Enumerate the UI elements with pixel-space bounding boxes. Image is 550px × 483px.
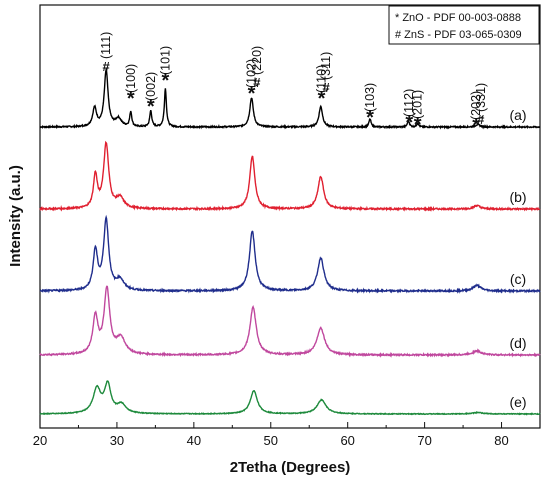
x-tick-label-60: 60 [340, 433, 354, 448]
series-label-a: (a) [509, 107, 526, 123]
zno-star-marker: * [318, 88, 326, 110]
legend-entry-zno: * ZnO - PDF 00-003-0888 [395, 12, 521, 24]
x-tick-label-30: 30 [110, 433, 124, 448]
x-axis-ticks: 20 30 40 50 60 70 80 [33, 422, 509, 448]
zns-hash-marker: # [253, 75, 261, 90]
zno-star-marker: * [366, 107, 374, 129]
series-label-b: (b) [509, 189, 526, 205]
zns-hash-marker: # [477, 112, 485, 127]
legend-box [388, 5, 540, 45]
miller-index-label: (220) [250, 46, 264, 75]
zns-hash-marker: # [103, 59, 111, 74]
x-tick-label-40: 40 [187, 433, 201, 448]
miller-index-label: (110) [315, 65, 329, 93]
miller-index-label: (103) [363, 83, 377, 112]
x-axis-title: 2Tetha (Degrees) [230, 459, 351, 476]
series-line-d [39, 285, 541, 358]
x-tick-label-20: 20 [33, 433, 47, 448]
miller-index-label: (112) [402, 89, 416, 117]
zno-star-marker: * [147, 96, 155, 118]
miller-index-label: (111) [99, 32, 113, 59]
series-curves: (a) (b) (c) (d) (e) [39, 67, 541, 416]
miller-index-label: (311) [319, 52, 333, 80]
legend: * ZnO - PDF 00-003-0888 # ZnS - PDF 03-0… [388, 5, 540, 45]
y-axis-title: Intensity (a.u.) [7, 165, 24, 267]
zno-star-marker: * [248, 83, 256, 105]
miller-index-label: (331) [474, 83, 488, 112]
series-label-c: (c) [510, 271, 526, 287]
zno-star-marker: * [472, 115, 480, 137]
miller-index-label: (002) [144, 72, 158, 101]
series-label-d: (d) [509, 335, 526, 351]
x-tick-label-80: 80 [494, 433, 508, 448]
peak-annotations: #(111)*(100)*(002) *(101)*(102)#(220)*(11… [99, 32, 488, 137]
miller-index-label: (100) [124, 64, 138, 93]
miller-index-label: (102) [245, 59, 259, 88]
series-line-b [39, 140, 541, 212]
miller-index-label: (101) [158, 46, 172, 75]
x-tick-label-50: 50 [264, 433, 278, 448]
series-line-a [39, 67, 541, 130]
miller-index-label: (202) [469, 91, 483, 120]
zno-star-marker: * [161, 70, 169, 92]
miller-index-label: (201) [411, 90, 425, 119]
legend-entry-zns: # ZnS - PDF 03-065-0309 [395, 29, 522, 41]
zno-star-marker: * [127, 88, 135, 110]
zno-star-marker: * [414, 114, 422, 136]
x-tick-label-70: 70 [417, 433, 431, 448]
series-line-c [39, 214, 541, 294]
series-line-e [39, 380, 541, 416]
series-label-e: (e) [509, 394, 526, 410]
zns-hash-marker: # [323, 80, 331, 95]
zno-star-marker: * [405, 112, 413, 134]
plot-area-frame [39, 4, 541, 429]
